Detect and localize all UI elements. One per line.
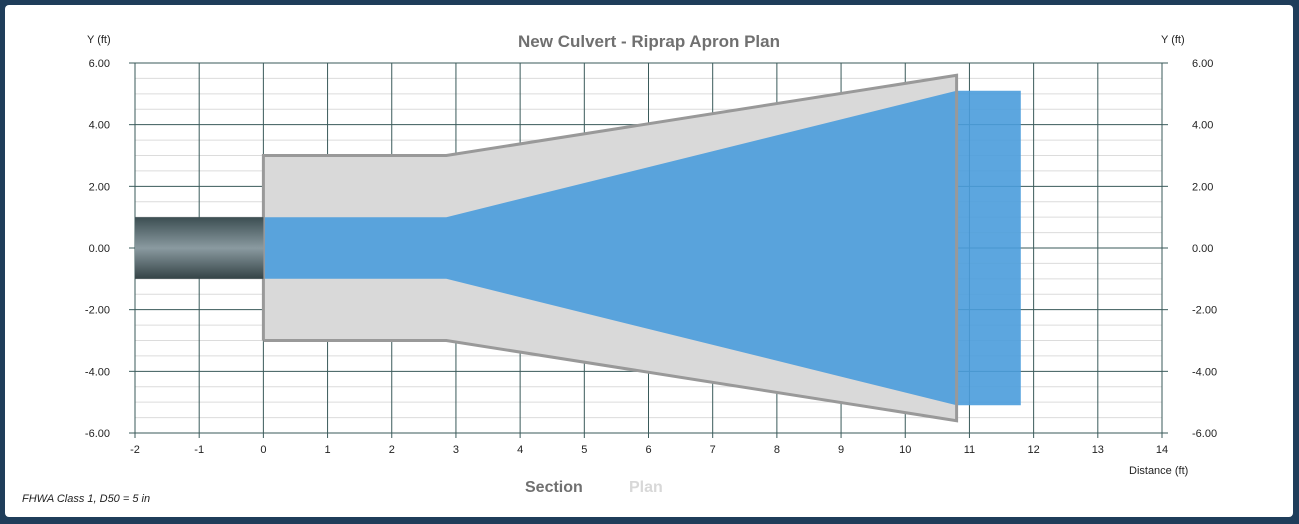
x-tick-label: 10 (899, 444, 911, 456)
chart-title: New Culvert - Riprap Apron Plan (518, 32, 780, 51)
y-tick-label-right: 2.00 (1192, 181, 1213, 193)
x-tick-label: 7 (710, 444, 716, 456)
x-tick-label: 3 (453, 444, 459, 456)
x-tick-label: 13 (1092, 444, 1104, 456)
y-tick-label-left: 6.00 (89, 58, 110, 70)
riprap-apron-outline (261, 73, 959, 423)
plot-marks (135, 73, 1021, 423)
x-tick-label: 14 (1156, 444, 1168, 456)
tab-section[interactable]: Section (525, 479, 583, 496)
culvert-barrel (135, 217, 264, 279)
x-tick-label: 2 (389, 444, 395, 456)
y-tick-label-left: 0.00 (89, 243, 110, 255)
y-tick-label-left: 4.00 (89, 120, 110, 132)
chart-canvas: -6.00 -6.00 -4.00 -4.00 -2.00 -2.00 0.00 0.00 2.… (85, 58, 1217, 456)
x-tick-label: -2 (130, 444, 140, 456)
y-tick-label-left: -2.00 (85, 305, 110, 317)
x-tick-label: 8 (774, 444, 780, 456)
y-tick-label-left: -4.00 (85, 366, 110, 378)
y-tick-label-right: -2.00 (1192, 305, 1217, 317)
riprap-class-note: FHWA Class 1, D50 = 5 in (22, 493, 151, 505)
y-tick-label-left: 2.00 (89, 181, 110, 193)
x-tick-label: 6 (645, 444, 651, 456)
x-tick-label: 1 (325, 444, 331, 456)
x-tick-label: 12 (1028, 444, 1040, 456)
x-tick-label: 11 (964, 444, 975, 456)
x-tick-label: -1 (194, 444, 204, 456)
chart-panel: -6.00 -6.00 -4.00 -4.00 -2.00 -2.00 0.00 0.00 2.… (5, 5, 1293, 517)
y-axis-title-left: Y (ft) (87, 34, 111, 46)
tick-labels: -6.00 -6.00 -4.00 -4.00 -2.00 -2.00 0.00 0.00 2.… (85, 58, 1217, 456)
y-tick-label-right: 6.00 (1192, 58, 1213, 70)
x-axis-title: Distance (ft) (1129, 465, 1189, 477)
y-tick-label-right: 0.00 (1192, 243, 1213, 255)
y-tick-label-right: -4.00 (1192, 366, 1217, 378)
x-tick-label: 0 (260, 444, 266, 456)
y-tick-label-left: -6.00 (85, 428, 110, 440)
y-tick-label-right: 4.00 (1192, 120, 1213, 132)
tab-plan[interactable]: Plan (629, 479, 663, 496)
y-tick-label-right: -6.00 (1192, 428, 1217, 440)
x-tick-label: 4 (517, 444, 523, 456)
x-tick-label: 9 (838, 444, 844, 456)
y-axis-title-right: Y (ft) (1161, 34, 1185, 46)
flow-area (263, 90, 1021, 406)
x-tick-label: 5 (581, 444, 587, 456)
